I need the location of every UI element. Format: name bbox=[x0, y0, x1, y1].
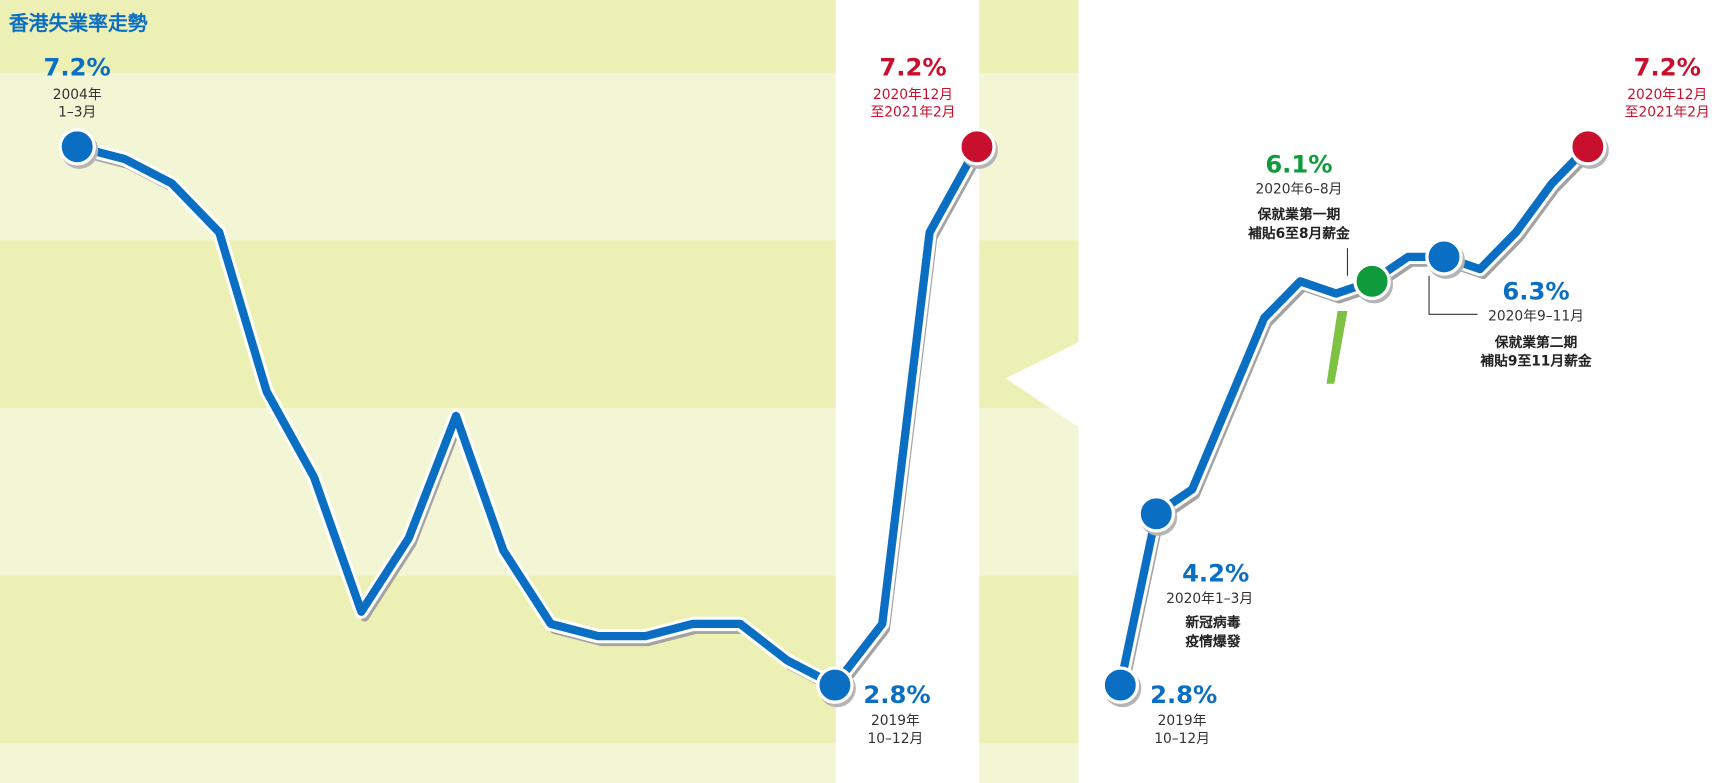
value-label: 2.8% bbox=[863, 680, 930, 709]
marker bbox=[1569, 128, 1607, 166]
value-label: 7.2% bbox=[1634, 52, 1701, 81]
value-label: 7.2% bbox=[879, 52, 946, 81]
marker bbox=[816, 666, 854, 704]
date-label: 2020年12月 bbox=[1627, 87, 1707, 103]
date-label: 10–12月 bbox=[868, 731, 924, 747]
annotation: 補貼9至11月薪金 bbox=[1479, 353, 1592, 370]
date-label: 2019年 bbox=[1158, 713, 1207, 729]
annotation: 補貼6至8月薪金 bbox=[1247, 225, 1350, 242]
marker bbox=[1425, 238, 1463, 276]
date-label: 10–12月 bbox=[1154, 731, 1210, 747]
date-label: 2020年1–3月 bbox=[1166, 591, 1253, 607]
date-label: 至2021年2月 bbox=[870, 105, 955, 121]
marker bbox=[1101, 666, 1140, 704]
value-label: 4.2% bbox=[1182, 559, 1249, 588]
date-label: 至2021年2月 bbox=[1625, 105, 1710, 121]
annotation: 新冠病毒 bbox=[1185, 614, 1240, 631]
date-label: 2020年9–11月 bbox=[1488, 309, 1584, 325]
date-label: 1–3月 bbox=[58, 105, 96, 121]
marker bbox=[958, 128, 996, 166]
date-label: 2019年 bbox=[871, 713, 920, 729]
annotation: 保就業第一期 bbox=[1257, 206, 1341, 223]
marker bbox=[1353, 262, 1391, 301]
annotation: 疫情爆發 bbox=[1185, 633, 1240, 650]
marker bbox=[1137, 495, 1176, 533]
date-label: 2020年6–8月 bbox=[1255, 182, 1342, 198]
marker bbox=[58, 128, 96, 166]
annotation: 保就業第二期 bbox=[1494, 334, 1578, 351]
value-label: 2.8% bbox=[1150, 680, 1217, 709]
line bbox=[1116, 143, 1591, 686]
value-label: 7.2% bbox=[44, 52, 111, 81]
value-label: 6.1% bbox=[1265, 149, 1332, 178]
chart-title: 香港失業率走勢 bbox=[8, 12, 148, 35]
date-label: 2004年 bbox=[53, 87, 102, 103]
date-label: 2020年12月 bbox=[873, 87, 953, 103]
value-label: 6.3% bbox=[1502, 276, 1569, 305]
